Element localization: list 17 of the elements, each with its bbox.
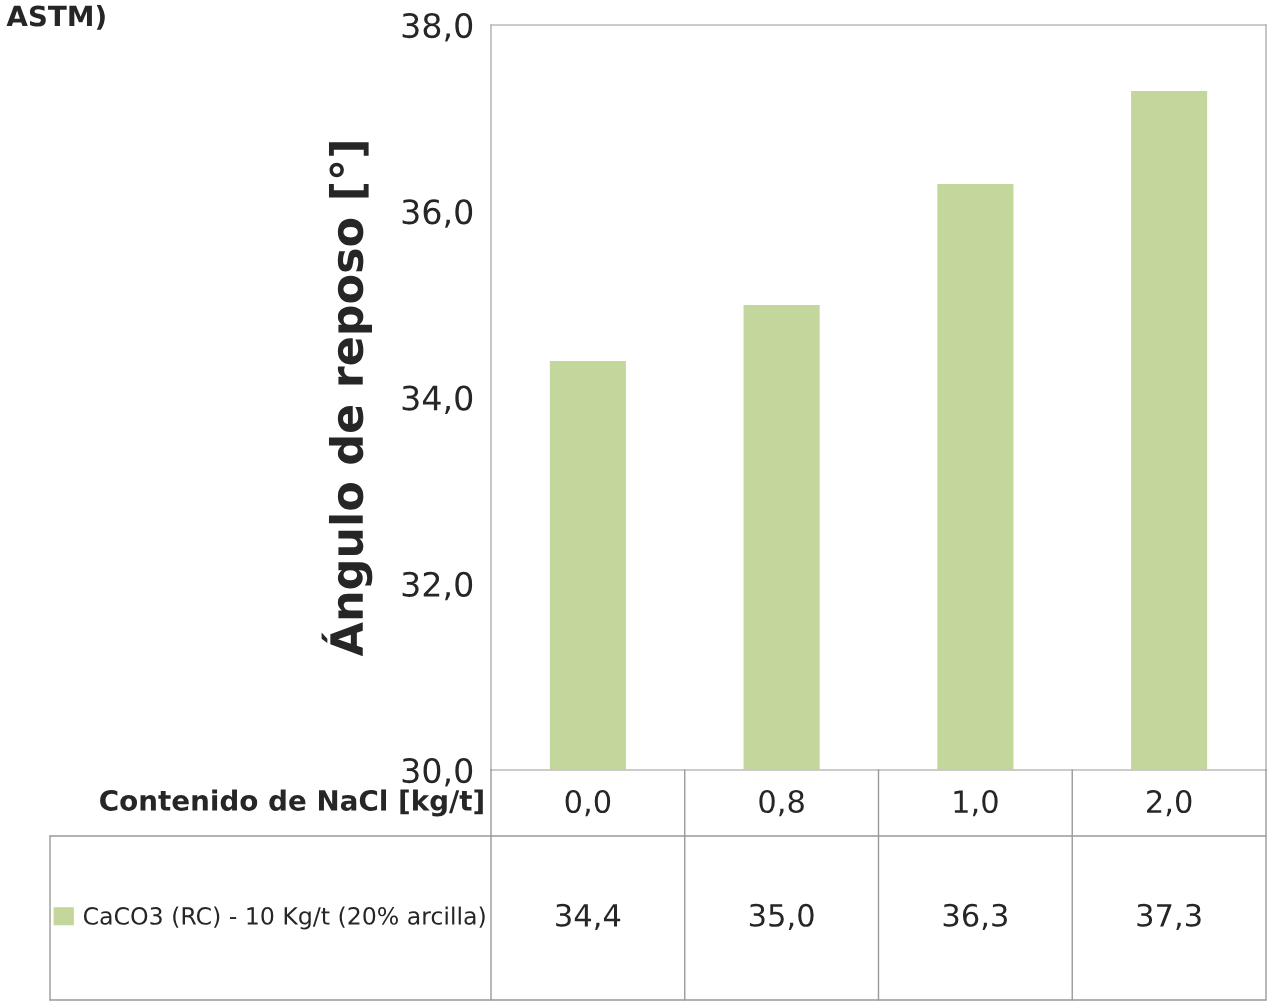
x-tick-label: 2,0 — [1147, 789, 1192, 817]
y-tick-label: 30,0 — [402, 757, 473, 787]
x-tick-label: 0,8 — [759, 789, 804, 817]
data-label: 34,4 — [556, 903, 621, 930]
legend-label: CaCO3 (RC) - 10 Kg/t (20% arcilla) — [83, 906, 485, 930]
data-label: 35,0 — [749, 903, 814, 930]
text: ASTM) — [6, 5, 105, 30]
y-tick-label: 32,0 — [402, 571, 473, 601]
y-axis-title: Ángulo de reposo [°] — [321, 142, 373, 657]
y-tick-label: 36,0 — [402, 199, 473, 228]
x-axis-title: Contenido de NaCl [kg/t] — [100, 789, 483, 817]
data-label: 36,3 — [943, 903, 1007, 930]
data-label: 37,3 — [1137, 903, 1201, 930]
y-tick-label: 34,0 — [402, 385, 473, 415]
x-tick-label: 1,0 — [954, 789, 998, 817]
y-tick-label: 38,0 — [402, 12, 473, 42]
x-tick-label: 0,0 — [565, 789, 611, 817]
